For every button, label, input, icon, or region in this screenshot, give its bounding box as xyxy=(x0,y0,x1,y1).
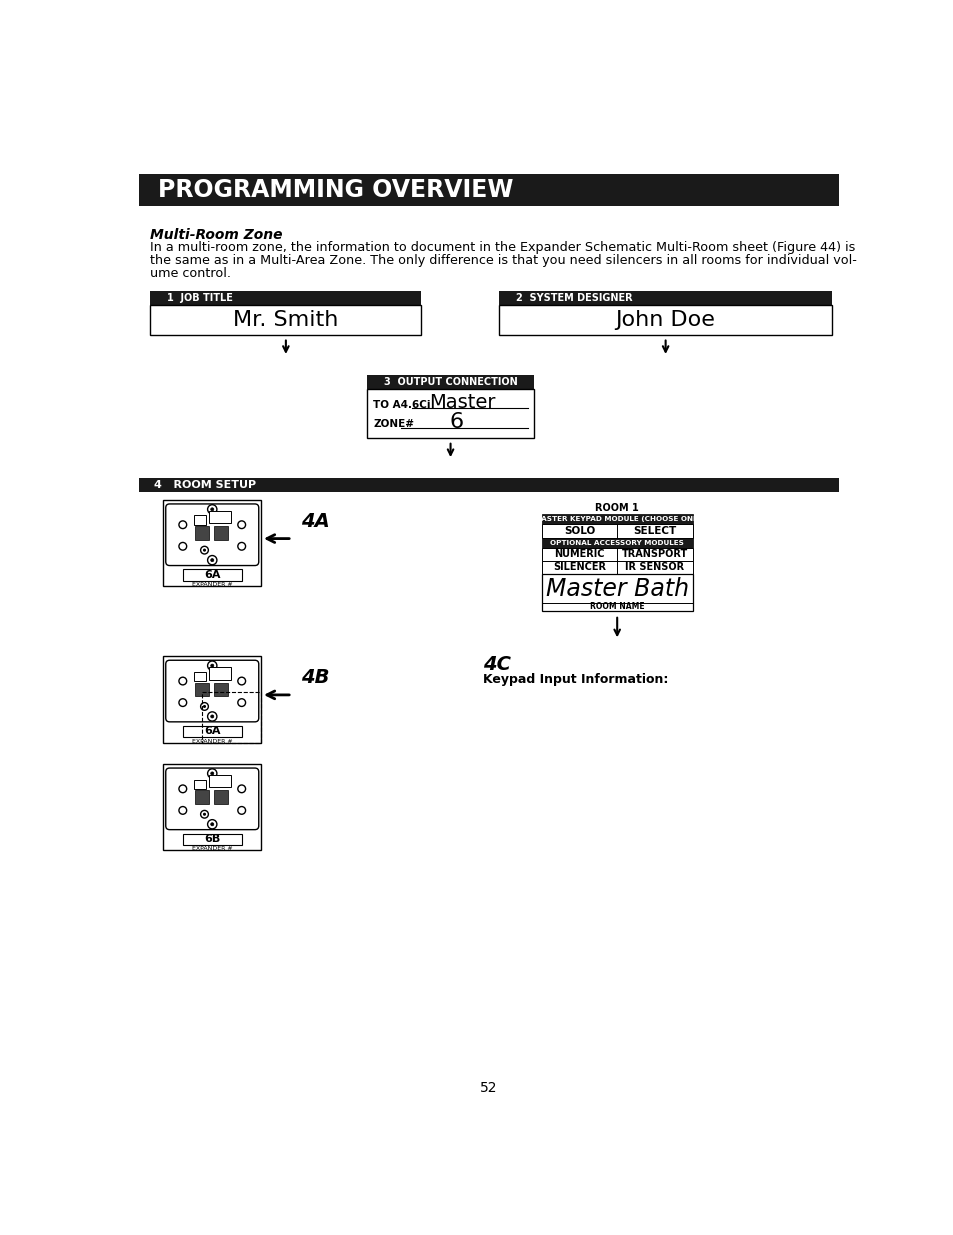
Bar xyxy=(163,500,261,587)
Bar xyxy=(213,790,228,804)
Text: 4   ROOM SETUP: 4 ROOM SETUP xyxy=(154,479,256,490)
Bar xyxy=(183,834,241,845)
Bar xyxy=(195,526,209,540)
Text: 3  OUTPUT CONNECTION: 3 OUTPUT CONNECTION xyxy=(384,377,517,388)
Text: SOLO: SOLO xyxy=(563,526,595,536)
Text: Master: Master xyxy=(429,393,496,411)
Bar xyxy=(183,569,241,580)
Text: 52: 52 xyxy=(479,1081,497,1094)
Text: ROOM NAME: ROOM NAME xyxy=(589,601,644,611)
Text: OPTIONAL ACCESSORY MODULES: OPTIONAL ACCESSORY MODULES xyxy=(550,540,683,546)
Bar xyxy=(150,305,421,336)
Bar xyxy=(150,290,421,305)
Text: 6A: 6A xyxy=(204,726,220,736)
Bar xyxy=(541,537,692,548)
Text: EXPANDER #: EXPANDER # xyxy=(192,739,233,743)
Text: John Doe: John Doe xyxy=(615,310,715,330)
Bar xyxy=(498,290,831,305)
Text: Mr. Smith: Mr. Smith xyxy=(233,310,338,330)
Bar xyxy=(541,514,692,524)
Text: Master Bath: Master Bath xyxy=(545,578,688,601)
Text: ROOM 1: ROOM 1 xyxy=(595,503,639,513)
Text: 1  JOB TITLE: 1 JOB TITLE xyxy=(167,293,233,303)
Bar xyxy=(193,515,206,525)
Circle shape xyxy=(211,823,213,826)
Circle shape xyxy=(211,715,213,718)
Bar xyxy=(193,672,206,680)
Circle shape xyxy=(203,705,206,708)
Bar xyxy=(213,526,228,540)
Text: 6A: 6A xyxy=(204,571,220,580)
Bar xyxy=(541,561,692,574)
Text: In a multi-room zone, the information to document in the Expander Schematic Mult: In a multi-room zone, the information to… xyxy=(150,241,855,253)
Text: IR SENSOR: IR SENSOR xyxy=(625,562,684,573)
Text: MASTER KEYPAD MODULE (CHOOSE ONE): MASTER KEYPAD MODULE (CHOOSE ONE) xyxy=(533,516,700,522)
Bar xyxy=(209,511,231,524)
Bar xyxy=(138,478,839,492)
Circle shape xyxy=(211,558,213,562)
FancyBboxPatch shape xyxy=(166,661,258,721)
Bar xyxy=(213,683,228,697)
Bar xyxy=(541,574,692,611)
Text: 4C: 4C xyxy=(483,655,511,673)
Text: Keypad Input Information:: Keypad Input Information: xyxy=(483,673,668,685)
Text: 2  SYSTEM DESIGNER: 2 SYSTEM DESIGNER xyxy=(516,293,632,303)
Bar xyxy=(367,389,534,438)
Text: ZONE#: ZONE# xyxy=(373,419,414,429)
Text: 4B: 4B xyxy=(301,668,330,688)
Bar xyxy=(138,174,839,206)
Circle shape xyxy=(211,772,213,776)
Circle shape xyxy=(203,548,206,552)
Bar xyxy=(367,375,534,389)
Bar xyxy=(209,776,231,787)
Text: PROGRAMMING OVERVIEW: PROGRAMMING OVERVIEW xyxy=(158,178,513,201)
Text: NUMERIC: NUMERIC xyxy=(554,550,604,559)
Bar xyxy=(541,548,692,561)
Text: SILENCER: SILENCER xyxy=(553,562,605,573)
Text: SELECT: SELECT xyxy=(633,526,676,536)
Text: EXPANDER #: EXPANDER # xyxy=(192,582,233,588)
Bar xyxy=(183,726,241,737)
Bar xyxy=(209,667,231,679)
Bar xyxy=(163,656,261,742)
Text: TO A4.6Ci: TO A4.6Ci xyxy=(373,400,431,410)
Bar xyxy=(193,779,206,789)
FancyBboxPatch shape xyxy=(166,504,258,566)
Bar xyxy=(195,683,209,697)
Text: 6: 6 xyxy=(449,411,463,431)
Circle shape xyxy=(211,508,213,511)
Bar xyxy=(498,305,831,336)
Bar xyxy=(541,524,692,537)
FancyBboxPatch shape xyxy=(166,768,258,830)
Text: 6B: 6B xyxy=(204,835,220,845)
Bar xyxy=(195,790,209,804)
Bar xyxy=(163,764,261,851)
Text: 4A: 4A xyxy=(301,513,330,531)
Text: EXPANDER #: EXPANDER # xyxy=(192,846,233,851)
Text: Multi-Room Zone: Multi-Room Zone xyxy=(150,227,282,242)
Text: ume control.: ume control. xyxy=(150,267,231,280)
Circle shape xyxy=(211,664,213,667)
Bar xyxy=(202,692,261,742)
Text: the same as in a Multi-Area Zone. The only difference is that you need silencers: the same as in a Multi-Area Zone. The on… xyxy=(150,253,856,267)
Text: TRANSPORT: TRANSPORT xyxy=(621,550,687,559)
Circle shape xyxy=(203,813,206,816)
